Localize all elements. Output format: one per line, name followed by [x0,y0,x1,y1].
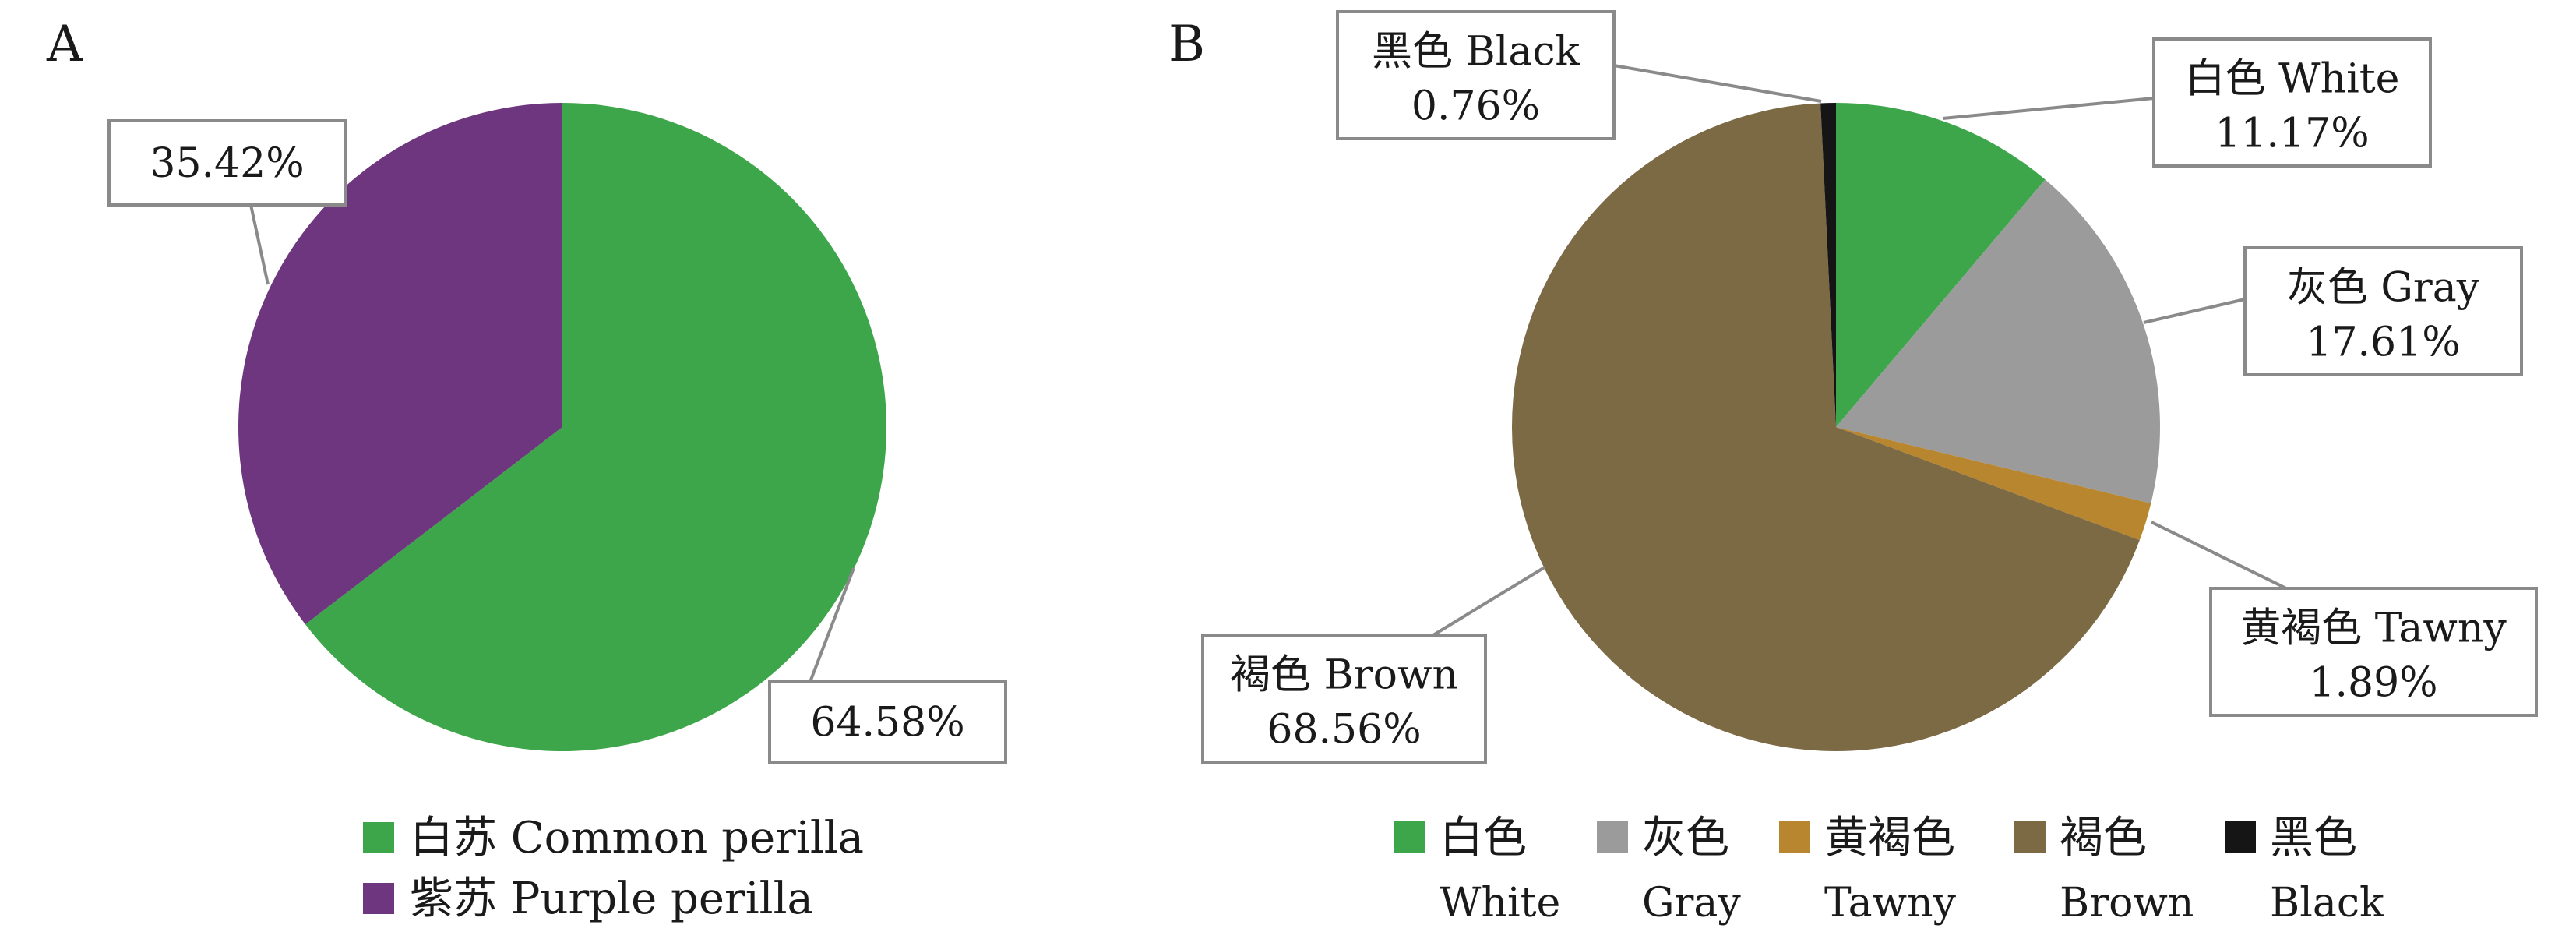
callout-gray-name: 灰色 Gray [2287,264,2480,311]
legend-swatch-gray [1597,821,1628,853]
pie-slice-black [1820,102,1836,427]
legend-swatch-brown [2014,821,2046,853]
pie-slice-tawny [1836,427,2151,541]
legend-swatch-tawny [1779,821,1810,853]
callout-black-name: 黑色 Black [1372,28,1580,75]
callout-common-perilla-value: 64.58% [810,700,964,747]
pie-slice-purple-perilla [238,103,562,625]
panel-b-label: B [1168,16,1205,73]
panel-a-label: A [46,16,83,73]
panel-a: A 64.58% 35.42% 白苏 Common perilla 紫苏 Purpl… [46,16,1007,924]
legend-label-cn-tawny: 黄褐色 [1824,813,1955,863]
legend-label-cn-brown: 褐色 [2060,813,2147,863]
callout-black-leader-line [1613,64,1822,103]
legend-label-en-black: Black [2270,880,2384,927]
callout-common-perilla-leader-line [809,567,855,683]
pie-slice-white [1836,103,2046,427]
legend-label-en-gray: Gray [1642,880,1741,927]
legend-label-purple-perilla: 紫苏 Purple perilla [410,874,813,924]
pie-chart-b [1511,102,2160,751]
legend-label-en-white: White [1440,880,1560,927]
legend-swatch-black [2225,821,2256,853]
callout-white-name: 白色 White [2185,55,2400,102]
pie-slice-gray [1836,179,2160,503]
callout-tawny-box [2209,587,2538,717]
callout-gray-leader-line [2143,298,2246,324]
legend-a: 白苏 Common perilla 紫苏 Purple perilla [363,813,864,924]
callout-purple-perilla-box [107,119,347,207]
callouts-a: 64.58% 35.42% [107,119,1007,764]
legend-label-en-brown: Brown [2060,880,2194,927]
panel-b: B 白色 White 11.17% 灰色 Gray 17.61% 黄褐色 Tawny 1.… [1168,10,2538,927]
callout-brown-value: 68.56% [1267,707,1421,754]
callout-purple-perilla-value: 35.42% [150,140,304,187]
legend-label-cn-black: 黑色 [2270,813,2357,863]
callout-black-value: 0.76% [1411,83,1540,130]
callout-tawny-name: 黄褐色 Tawny [2240,605,2507,651]
callout-brown-box [1201,634,1487,764]
callout-brown-leader-line [1432,566,1546,637]
callout-tawny-value: 1.89% [2309,660,2437,707]
callout-white-leader-line [1942,97,2155,120]
pie-chart-a [238,103,887,752]
callouts-b: 白色 White 11.17% 灰色 Gray 17.61% 黄褐色 Tawny 1.89… [1201,10,2538,764]
legend-swatch-common-perilla [363,822,394,853]
callout-purple-perilla-leader-line [249,204,270,285]
legend-swatch-white [1394,821,1425,853]
legend-swatch-purple-perilla [363,883,394,914]
legend-label-cn-white: 白色 [1440,813,1527,863]
callout-gray-value: 17.61% [2306,319,2460,366]
callout-white-value: 11.17% [2215,111,2369,157]
pie-slice-common-perilla [305,103,887,752]
callout-white-box [2152,37,2432,168]
legend-label-cn-gray: 灰色 [1642,813,1729,863]
callout-black-box [1336,10,1616,140]
legend-label-en-tawny: Tawny [1824,880,1957,927]
pie-slice-brown [1511,103,2140,751]
callout-gray-box [2243,246,2523,376]
callout-brown-name: 褐色 Brown [1230,651,1458,698]
callout-common-perilla-box [768,680,1007,764]
callout-tawny-leader-line [2151,521,2287,590]
legend-b: 白色 White 灰色 Gray 黄褐色 Tawny 褐色 Brown 黑色 Black [1394,813,2384,927]
legend-label-common-perilla: 白苏 Common perilla [410,813,864,863]
